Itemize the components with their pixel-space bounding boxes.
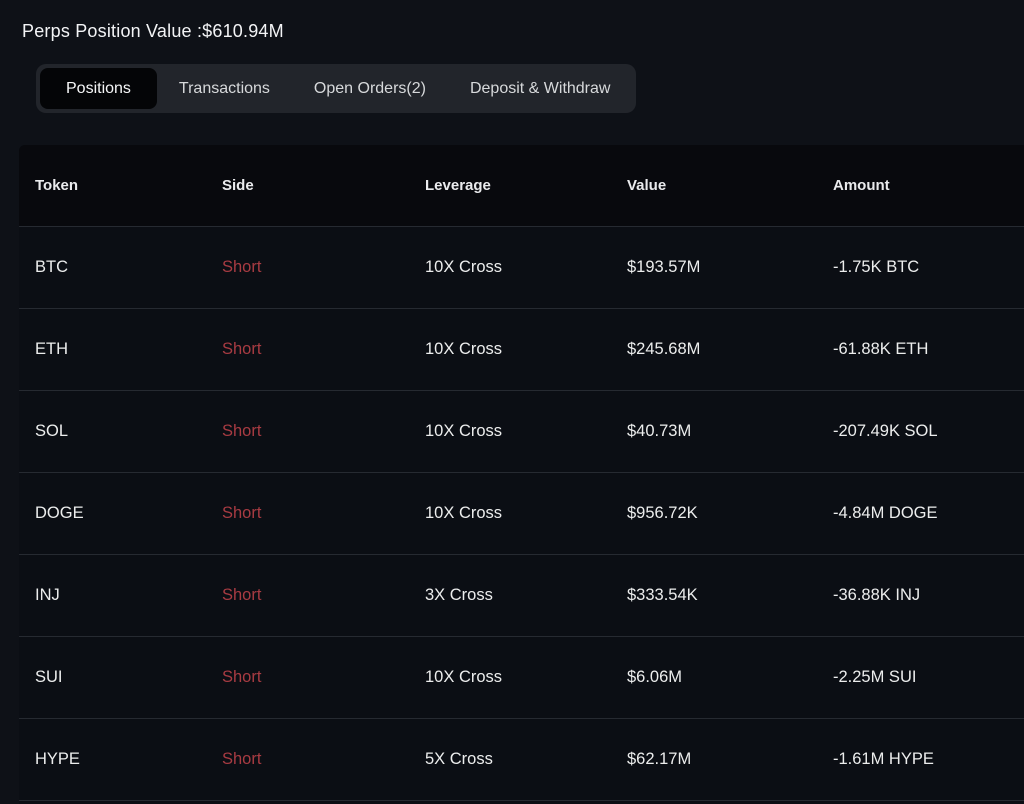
leverage-cell: 10X Cross [425,258,503,276]
table-row: INJ Short 3X Cross $333.54K -36.88K INJ [19,555,1024,637]
tab-positions[interactable]: Positions [40,68,157,109]
side-cell: Short [222,422,262,440]
side-cell: Short [222,258,262,276]
value-cell: $956.72K [627,504,698,522]
value-cell: $40.73M [627,422,692,440]
amount-cell: -61.88K ETH [833,340,929,358]
positions-table: Token Side Leverage Value Amount BTC Sho… [19,145,1024,804]
table-row: HYPE Short 5X Cross $62.17M -1.61M HYPE [19,719,1024,801]
tab-transactions[interactable]: Transactions [178,79,270,97]
token-cell: DOGE [35,504,84,522]
token-cell: SOL [35,422,69,440]
page-title: Perps Position Value :$610.94M [22,21,284,41]
leverage-cell: 5X Cross [425,750,493,768]
amount-cell: -2.25M SUI [833,668,917,686]
leverage-cell: 10X Cross [425,340,503,358]
table-row: DOGE Short 10X Cross $956.72K -4.84M DOG… [19,473,1024,555]
token-cell: SUI [35,668,63,686]
value-cell: $62.17M [627,750,692,768]
token-cell: ETH [35,340,68,358]
amount-cell: -207.49K SOL [833,422,938,440]
table-row: BTC Short 10X Cross $193.57M -1.75K BTC [19,227,1024,309]
amount-cell: -4.84M DOGE [833,504,938,522]
token-cell: INJ [35,586,60,604]
tab-open-orders[interactable]: Open Orders(2) [313,79,426,97]
value-cell: $245.68M [627,340,701,358]
table-header-row: Token Side Leverage Value Amount [19,145,1024,227]
side-cell: Short [222,750,262,768]
column-header-value: Value [627,177,667,194]
leverage-cell: 3X Cross [425,586,493,604]
token-cell: HYPE [35,750,80,768]
table-row: ETH Short 10X Cross $245.68M -61.88K ETH [19,309,1024,391]
side-cell: Short [222,668,262,686]
leverage-cell: 10X Cross [425,504,503,522]
table-row: SUI Short 10X Cross $6.06M -2.25M SUI [19,637,1024,719]
leverage-cell: 10X Cross [425,422,503,440]
token-cell: BTC [35,258,68,276]
amount-cell: -36.88K INJ [833,586,921,604]
table-row: SOL Short 10X Cross $40.73M -207.49K SOL [19,391,1024,473]
amount-cell: -1.75K BTC [833,258,920,276]
value-cell: $333.54K [627,586,698,604]
value-cell: $6.06M [627,668,683,686]
table-body: BTC Short 10X Cross $193.57M -1.75K BTC … [19,227,1024,801]
tab-deposit-withdraw[interactable]: Deposit & Withdraw [469,79,611,97]
tab-bar: Positions Transactions Open Orders(2) De… [36,64,637,113]
column-header-token: Token [35,177,79,194]
column-header-leverage: Leverage [425,177,491,194]
side-cell: Short [222,586,262,604]
column-header-side: Side [222,177,254,194]
value-cell: $193.57M [627,258,701,276]
leverage-cell: 10X Cross [425,668,503,686]
side-cell: Short [222,340,262,358]
amount-cell: -1.61M HYPE [833,750,934,768]
side-cell: Short [222,504,262,522]
column-header-amount: Amount [833,177,890,194]
